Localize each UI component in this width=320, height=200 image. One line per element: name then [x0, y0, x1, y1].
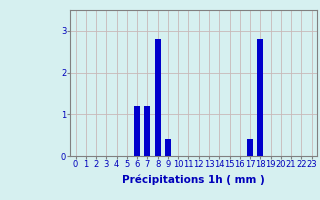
Bar — [165, 139, 171, 156]
X-axis label: Précipitations 1h ( mm ): Précipitations 1h ( mm ) — [122, 175, 265, 185]
Bar — [257, 39, 263, 156]
Bar — [247, 139, 253, 156]
Bar — [134, 106, 140, 156]
Bar — [155, 39, 161, 156]
Bar — [144, 106, 150, 156]
